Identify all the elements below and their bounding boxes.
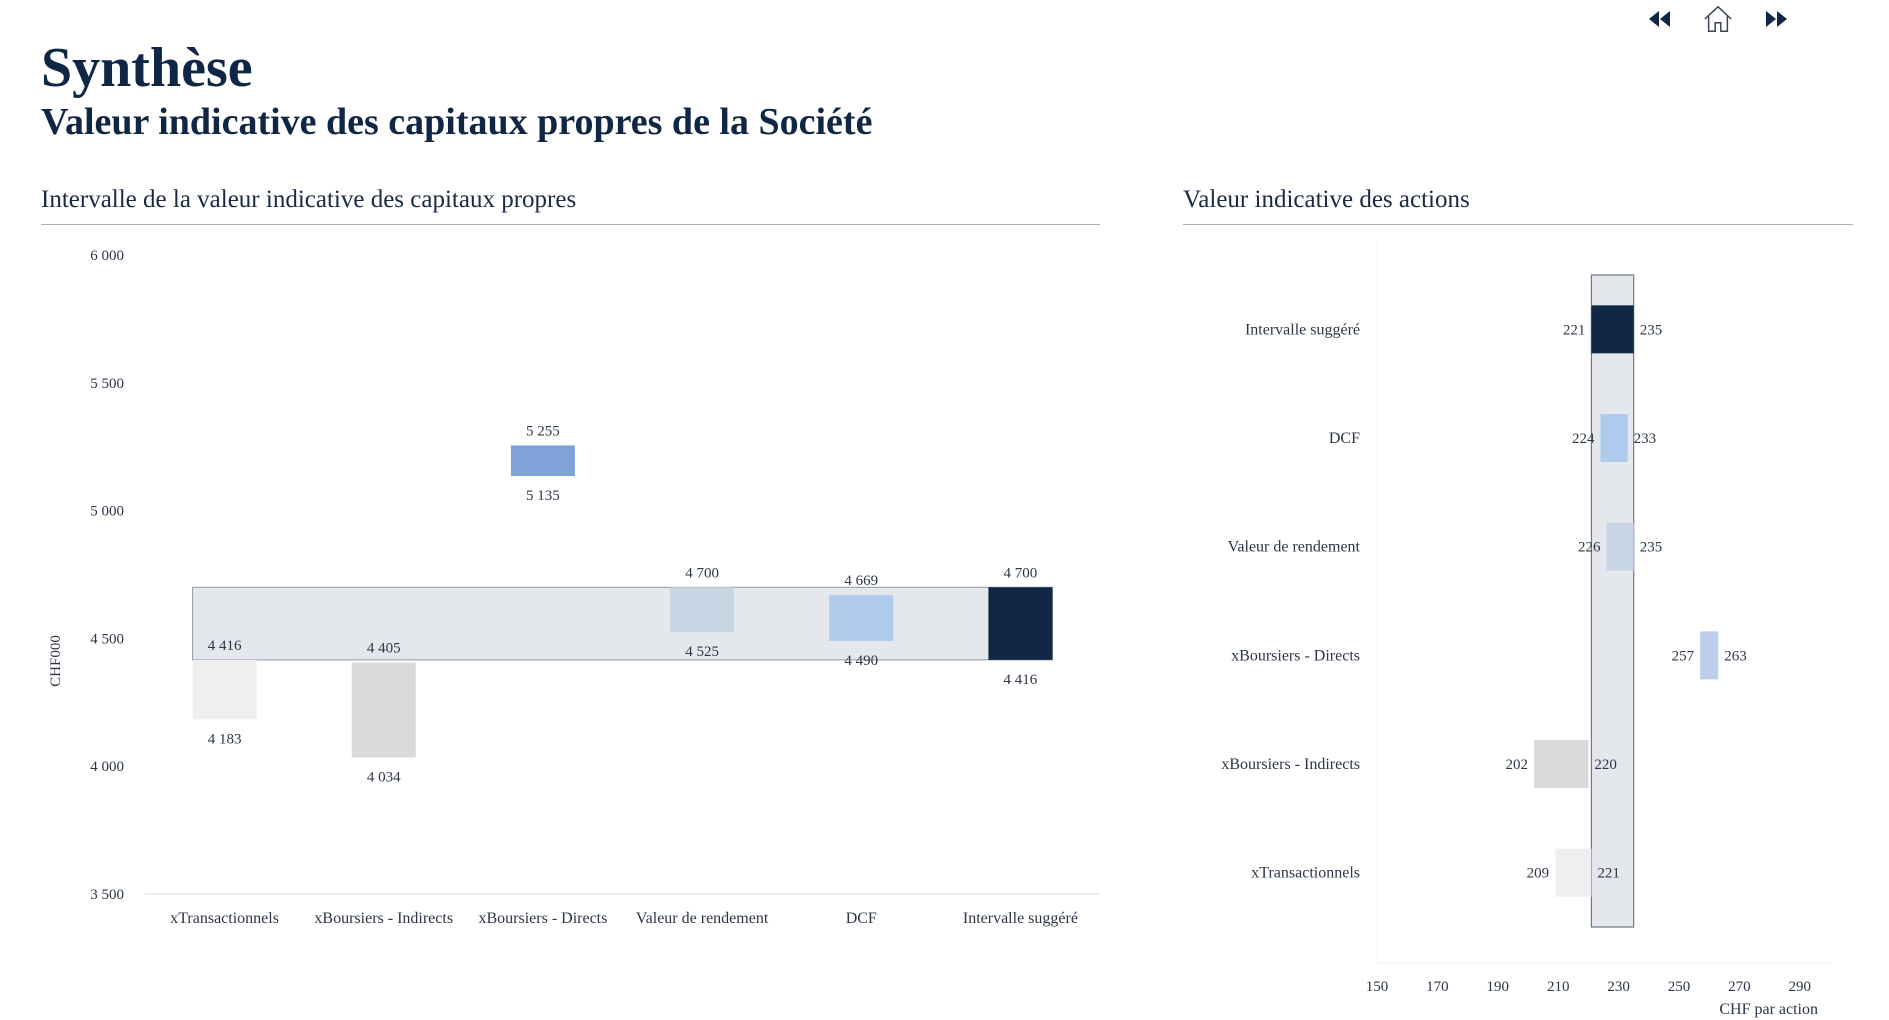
category-label: DCF (1329, 430, 1360, 447)
range-bar (1606, 522, 1634, 571)
low-value-label: 4 034 (367, 770, 401, 786)
high-value-label: 4 700 (685, 565, 719, 581)
range-bar (1555, 848, 1592, 897)
range-bar (988, 587, 1053, 660)
home-icon (1704, 5, 1732, 32)
page-subtitle: Valeur indicative des capitaux propres d… (41, 101, 873, 143)
x-tick-label: 270 (1728, 979, 1751, 995)
low-value-label: 224 (1572, 431, 1595, 447)
x-tick-label: 290 (1789, 979, 1812, 995)
range-bar (1534, 740, 1589, 788)
high-value-label: 233 (1634, 431, 1657, 447)
x-tick-label: 190 (1487, 979, 1510, 995)
y-tick-label: 6 000 (90, 248, 124, 264)
right-chart-title: Valeur indicative des actions (1183, 186, 1470, 213)
category-label: Valeur de rendement (636, 910, 769, 927)
low-value-label: 4 490 (844, 653, 878, 669)
x-tick-label: 230 (1607, 979, 1630, 995)
low-value-label: 4 183 (208, 731, 242, 747)
high-value-label: 235 (1640, 322, 1663, 338)
page-title: Synthèse (41, 37, 253, 99)
high-value-label: 235 (1640, 540, 1663, 556)
x-tick-label: 250 (1668, 979, 1691, 995)
range-bar (829, 595, 894, 641)
high-value-label: 4 405 (367, 641, 401, 657)
low-value-label: 202 (1506, 757, 1529, 773)
high-value-label: 263 (1724, 648, 1747, 664)
range-bar (510, 445, 575, 477)
low-value-label: 4 416 (1004, 672, 1038, 688)
high-value-label: 5 255 (526, 423, 560, 439)
category-label: Intervalle suggéré (1245, 321, 1360, 338)
left-chart-divider (41, 224, 1100, 225)
high-value-label: 4 416 (208, 638, 242, 654)
category-label: xBoursiers - Indirects (1221, 756, 1360, 773)
category-label: Intervalle suggéré (963, 910, 1078, 927)
y-tick-label: 4 500 (90, 631, 124, 647)
y-tick-label: 5 000 (90, 504, 124, 520)
home-button[interactable] (1703, 4, 1733, 34)
fast-forward-icon (1766, 11, 1787, 27)
x-tick-label: 150 (1366, 979, 1389, 995)
category-label: xTransactionnels (1251, 865, 1360, 882)
range-bar (351, 662, 416, 758)
category-label: xBoursiers - Indirects (314, 910, 453, 927)
low-value-label: 221 (1563, 322, 1586, 338)
range-bar (1700, 631, 1719, 680)
navigation-bar (1645, 4, 1791, 34)
rewind-icon (1649, 11, 1670, 27)
fast-forward-button[interactable] (1761, 4, 1791, 34)
range-bar (1591, 305, 1634, 354)
low-value-label: 5 135 (526, 488, 560, 504)
category-label: Valeur de rendement (1228, 539, 1361, 556)
category-label: xBoursiers - Directs (1231, 647, 1360, 664)
low-value-label: 209 (1527, 866, 1550, 882)
x-axis-label: CHF par action (1719, 1001, 1818, 1018)
reference-band (1590, 274, 1635, 928)
category-label: xBoursiers - Directs (478, 910, 607, 927)
range-bar (1600, 414, 1628, 462)
x-tick-label: 170 (1426, 979, 1449, 995)
low-value-label: 257 (1672, 648, 1695, 664)
low-value-label: 226 (1578, 540, 1601, 556)
high-value-label: 221 (1597, 866, 1620, 882)
high-value-label: 4 669 (844, 573, 878, 589)
range-bar (670, 587, 735, 633)
x-tick-label: 210 (1547, 979, 1570, 995)
rewind-button[interactable] (1645, 4, 1675, 34)
y-axis-label: CHF000 (48, 635, 64, 687)
category-label: xTransactionnels (170, 910, 279, 927)
high-value-label: 220 (1594, 757, 1617, 773)
category-label: DCF (846, 910, 877, 927)
y-tick-label: 3 500 (90, 887, 124, 903)
low-value-label: 4 525 (685, 644, 719, 660)
y-tick-label: 5 500 (90, 376, 124, 392)
y-tick-label: 4 000 (90, 759, 124, 775)
left-chart-title: Intervalle de la valeur indicative des c… (41, 186, 577, 213)
range-bar (192, 659, 257, 720)
reference-band (192, 586, 1053, 661)
right-chart-divider (1183, 224, 1853, 225)
high-value-label: 4 700 (1004, 565, 1038, 581)
